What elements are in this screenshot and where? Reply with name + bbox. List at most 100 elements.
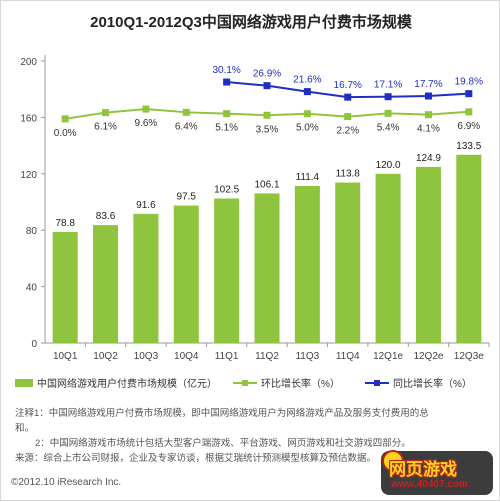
note-line-2: 和。 [15,423,35,434]
legend-yoy-label: 同比增长率（%） [393,379,472,390]
legend-bar: 中国网络游戏用户付费市场规模（亿元） [15,375,217,390]
mom-label: 5.0% [296,123,319,134]
mom-label: 4.1% [417,124,440,135]
mom-point [263,111,271,119]
yoy-point [384,93,392,101]
mom-point [142,105,150,113]
chart-title: 2010Q1-2012Q3中国网络游戏用户付费市场规模 [90,14,412,31]
x-tick-label: 10Q4 [174,351,199,362]
x-tick-label: 12Q1e [373,351,403,362]
bar-value-label: 111.4 [296,172,320,183]
mom-label: 2.2% [336,126,359,137]
mom-point [182,108,190,116]
bar-value-label: 124.9 [416,153,441,164]
bar-10Q4 [173,205,199,343]
yoy-label: 26.9% [253,69,281,80]
x-tick-label: 12Q3e [454,351,484,362]
legend-mom-marker [233,379,257,386]
yoy-point [263,82,271,90]
bar-value-label: 102.5 [214,184,239,195]
yoy-label: 30.1% [212,65,240,76]
legend-yoy-marker [365,379,389,386]
bar-11Q4 [335,182,361,343]
mom-label: 6.1% [94,122,117,133]
bar-value-label: 83.6 [96,211,116,222]
x-tick-label: 12Q2e [413,351,443,362]
watermark-badge [381,450,493,495]
x-tick-label: 11Q2 [255,351,279,362]
legend-yoy: 同比增长率（%） [365,375,472,390]
yoy-label: 17.1% [374,80,402,91]
y-tick-label: 40 [26,283,38,294]
bar-value-label: 113.8 [336,169,361,180]
mom-point [465,108,473,116]
mom-label: 0.0% [54,128,77,139]
bar-11Q3 [294,185,320,343]
x-tick-label: 11Q1 [215,351,239,362]
mom-point [384,109,392,117]
bar-value-label: 91.6 [136,200,156,211]
bar-12Q2e [415,166,441,343]
mom-label: 5.1% [215,123,238,134]
bar-12Q3e [456,154,482,343]
mom-label: 6.4% [175,121,198,132]
bar-value-label: 120.0 [376,160,401,171]
copyright: ©2012.10 iResearch Inc. [11,477,122,488]
mom-point [344,113,352,121]
yoy-point [344,93,352,101]
y-tick-label: 160 [20,113,37,124]
axes: 0 40 80 120 160 200 10Q1 10Q2 10Q3 10Q4 11Q1 11Q2 11… [20,55,490,362]
bar-value-label: 133.5 [456,141,481,152]
x-tick-label: 10Q3 [134,351,159,362]
yoy-point [223,78,231,86]
bar-12Q1e [375,173,401,343]
mom-label: 5.4% [377,122,400,133]
watermark-url: www.40407.com [391,479,468,490]
watermark-logo: 网页游戏 www.40407.com [379,447,497,499]
x-tick-label: 11Q4 [336,351,360,362]
bar-value-label: 78.8 [55,218,75,229]
yoy-point [424,92,432,100]
y-tick-label: 120 [20,170,37,181]
yoy-label: 21.6% [293,75,321,86]
yoy-label: 17.7% [414,79,442,90]
mom-point [102,109,110,117]
legend-mom-label: 环比增长率（%） [261,379,340,390]
x-tick-label: 10Q2 [93,351,118,362]
note-line-1: 注释1：中国网络游戏用户付费市场规模，即中国网络游戏用户为网络游戏产品及服务支付… [15,408,429,419]
legend-bar-swatch [15,378,33,387]
legend-bar-label: 中国网络游戏用户付费市场规模（亿元） [37,379,217,390]
bar-value-label: 106.1 [254,179,279,190]
x-tick-label: 11Q3 [295,351,319,362]
bar-10Q1 [52,231,78,343]
watermark-text: 网页游戏 [389,460,457,479]
bar-value-label: 97.5 [177,192,197,203]
yoy-label: 16.7% [334,80,362,91]
bar-10Q2 [93,225,119,343]
y-tick-label: 0 [31,339,37,350]
yoy-point [465,90,473,98]
y-tick-label: 200 [20,57,37,68]
bars-layer [52,154,482,343]
note-line-3: 2：中国网络游戏市场统计包括大型客户端游戏、平台游戏、网页游戏和社交游戏四部分。 [35,438,411,449]
yoy-label: 19.8% [455,77,483,88]
yoy-point [303,88,311,96]
bar-10Q3 [133,213,159,343]
labels-layer: 78.8 83.6 91.6 97.5 102.5 106.1 111.4 113.8 120.… [54,65,483,229]
mom-label: 3.5% [256,124,279,135]
mom-point [61,115,69,123]
mom-label: 9.6% [135,118,158,129]
mom-point [223,110,231,118]
x-tick-label: 10Q1 [53,351,78,362]
legend-mom: 环比增长率（%） [233,375,340,390]
note-line-4: 来源：综合上市公司财报，企业及专家访谈，根据艾瑞统计预测模型核算及预估数据。 [15,453,377,464]
lines-layer [61,78,473,123]
bar-11Q2 [254,193,280,343]
mom-label: 6.9% [457,121,480,132]
y-tick-label: 80 [26,226,38,237]
mom-point [424,111,432,119]
mom-point [303,110,311,118]
bar-11Q1 [214,198,240,343]
